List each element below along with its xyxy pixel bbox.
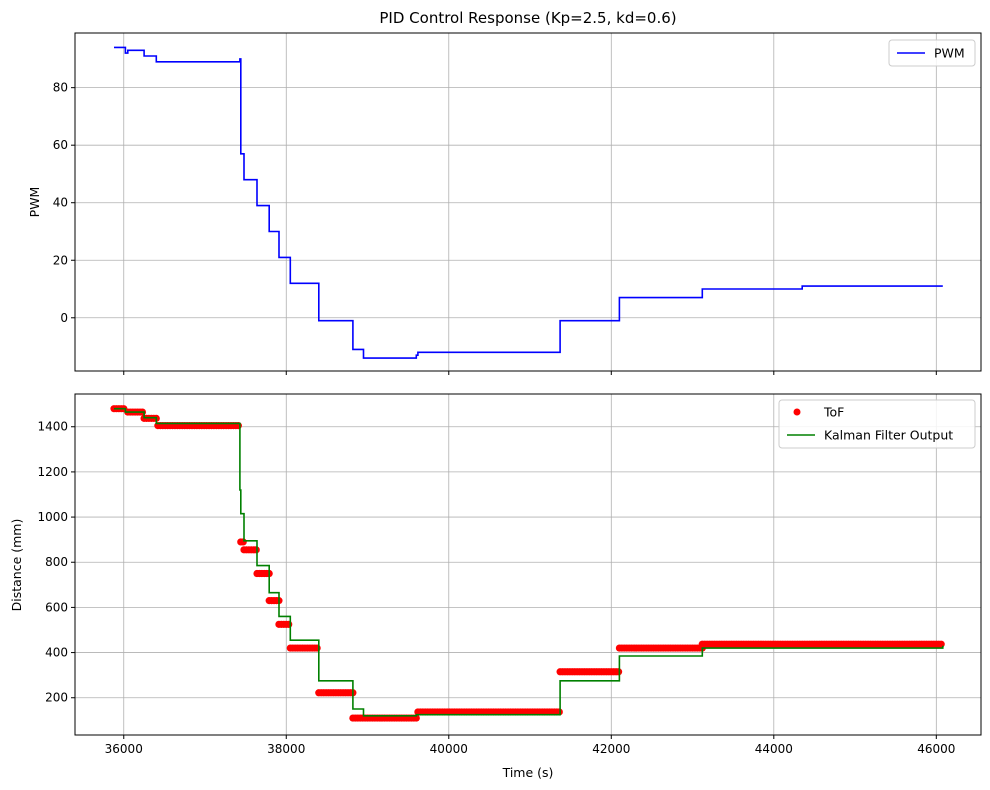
pwm-axes-frame <box>74 32 982 372</box>
distance-legend-tof-label: ToF <box>823 405 844 420</box>
distance-legend: ToF Kalman Filter Output <box>778 399 976 449</box>
distance-series <box>110 405 945 722</box>
pwm-series <box>114 46 943 359</box>
pwm-y-tick-label: 60 <box>53 138 68 152</box>
pwm-plot-area <box>75 33 981 371</box>
pwm-title: PID Control Response (Kp=2.5, kd=0.6) <box>379 9 676 27</box>
distance-legend-kalman-label: Kalman Filter Output <box>824 428 953 443</box>
distance-legend-box <box>778 399 976 449</box>
tof-point <box>937 640 945 648</box>
pwm-ticks: 0 20 40 60 80 <box>53 81 937 375</box>
distance-y-axis-label: Distance (mm) <box>9 519 24 612</box>
distance-y-tick-label: 1000 <box>37 510 68 524</box>
distance-ticks: 36000 38000 40000 42000 44000 46000 200 400 600 8… <box>37 420 955 756</box>
distance-y-tick-label: 1400 <box>37 420 68 434</box>
distance-y-tick-label: 800 <box>45 555 68 569</box>
distance-x-tick-label: 38000 <box>267 742 305 756</box>
distance-x-tick-label: 40000 <box>430 742 468 756</box>
distance-legend-tof-swatch <box>793 408 801 416</box>
distance-x-tick-label: 36000 <box>105 742 143 756</box>
distance-x-axis-label: Time (s) <box>502 765 554 780</box>
pwm-subplot: 0 20 40 60 80 PID Control Response (Kp=2.5, … <box>27 9 982 375</box>
distance-axes-frame <box>74 393 982 736</box>
pwm-y-tick-label: 0 <box>60 311 68 325</box>
tof-point <box>555 708 563 716</box>
pwm-y-tick-label: 20 <box>53 253 68 267</box>
pwm-line <box>114 46 943 359</box>
pwm-y-axis-label: PWM <box>27 187 42 218</box>
distance-x-tick-label: 42000 <box>592 742 630 756</box>
distance-plot-area <box>75 394 981 735</box>
tof-point <box>615 668 623 676</box>
tof-point <box>313 644 321 652</box>
distance-y-tick-label: 200 <box>45 691 68 705</box>
tof-point <box>239 538 247 546</box>
distance-y-tick-label: 600 <box>45 600 68 614</box>
pwm-legend: PWM <box>888 39 976 67</box>
distance-y-tick-label: 400 <box>45 646 68 660</box>
pwm-y-tick-label: 40 <box>53 196 68 210</box>
pwm-legend-box <box>888 39 976 67</box>
pwm-legend-label: PWM <box>934 46 965 61</box>
kalman-filter-output-line <box>114 407 944 717</box>
pwm-y-tick-label: 80 <box>53 81 68 95</box>
pwm-grid <box>75 33 981 371</box>
tof-point <box>285 620 293 628</box>
distance-x-tick-label: 46000 <box>917 742 955 756</box>
distance-subplot: 36000 38000 40000 42000 44000 46000 200 400 600 8… <box>9 393 982 780</box>
distance-y-tick-label: 1200 <box>37 465 68 479</box>
distance-x-tick-label: 44000 <box>755 742 793 756</box>
